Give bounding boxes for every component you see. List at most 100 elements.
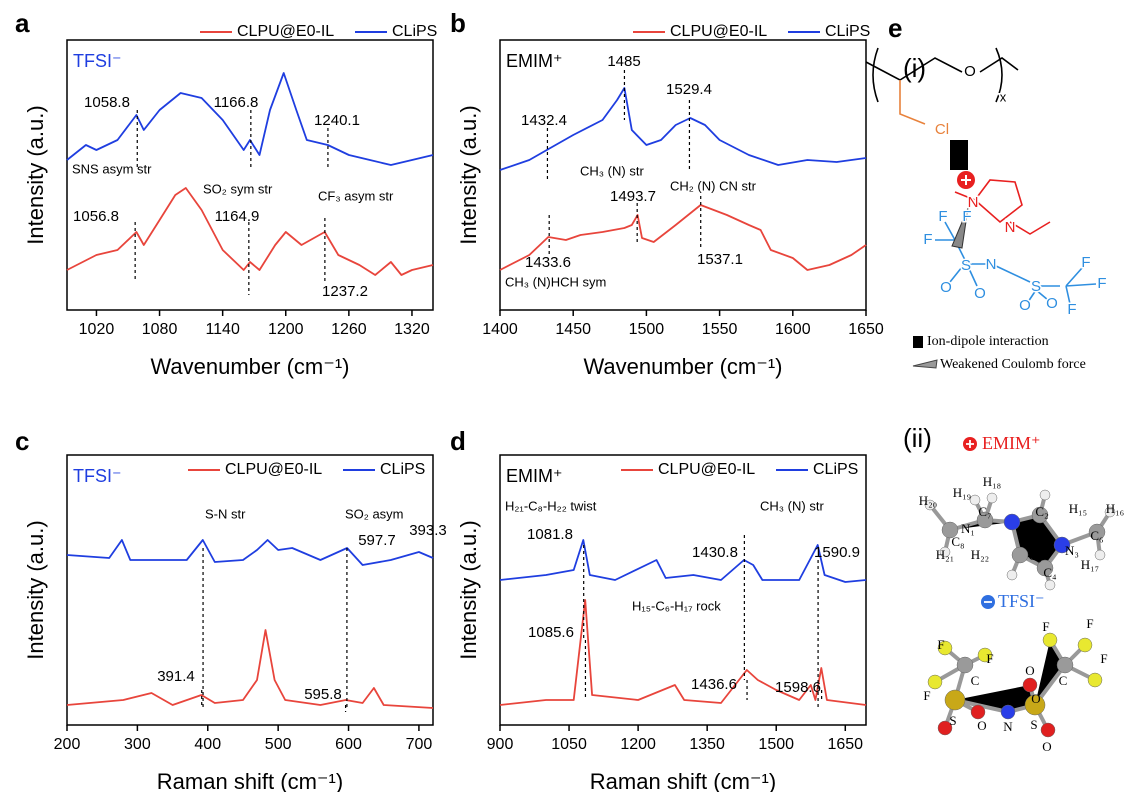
atom-label: F — [986, 651, 993, 666]
atom — [1104, 506, 1116, 518]
x-axis-label: Wavenumber (cm⁻¹) — [583, 354, 782, 379]
peak-label: 1529.4 — [666, 81, 712, 98]
chart-panel: 200 300 400 500 600 700 CLPU@E0-IL CLiPS 393.3 59… — [15, 426, 447, 792]
ion-dipole-marker — [950, 140, 968, 170]
tfsi-model — [934, 638, 1096, 731]
atom-label: F — [1067, 301, 1076, 318]
bonds — [928, 494, 1112, 586]
atom — [986, 492, 998, 504]
panel-label: a — [15, 8, 30, 38]
y-axis-label: Intensity (a.u.) — [456, 520, 481, 659]
legend-label: CLiPS — [380, 461, 425, 478]
peak-label: 1433.6 — [525, 254, 571, 271]
inset-label: EMIM⁺ — [506, 51, 563, 71]
legend-label: CLPU@E0-IL — [670, 23, 767, 40]
atom-label: x — [1000, 89, 1007, 104]
atom-label: S — [949, 713, 956, 728]
y-axis-label: Intensity (a.u.) — [23, 105, 48, 244]
panel-label: c — [15, 426, 29, 456]
x-tick-label: 1650 — [848, 321, 884, 338]
inset-label: TFSI⁻ — [73, 51, 122, 71]
atom — [937, 720, 953, 736]
atom — [1036, 559, 1054, 577]
legend-text: Weakened Coulomb force — [940, 357, 1086, 372]
anion-label: TFSI⁻ — [998, 591, 1045, 611]
panel-label: b — [450, 8, 466, 38]
legend-wedge — [912, 359, 938, 369]
atom-label: H₁₉ — [953, 485, 971, 500]
y-axis-label: Intensity (a.u.) — [23, 520, 48, 659]
assignment-note: H₁₅-C₆-H₁₇ rock — [632, 598, 721, 613]
assignment-note: SO₂ sym str — [203, 181, 273, 196]
spectrum-line — [66, 72, 434, 166]
atom — [1011, 546, 1029, 564]
peak-label: 595.8 — [304, 686, 342, 703]
atom-label: S — [961, 257, 971, 274]
assignment-note: CH₃ (N) str — [760, 498, 824, 513]
atom-label: H₁₆ — [1106, 501, 1124, 516]
inset-label: TFSI⁻ — [73, 466, 122, 486]
backbone — [865, 57, 963, 81]
atom — [1077, 637, 1093, 653]
x-axis-label: Wavenumber (cm⁻¹) — [150, 354, 349, 379]
legend-square — [913, 336, 923, 348]
assignment-note: SNS asym str — [72, 161, 152, 176]
atom — [969, 494, 981, 506]
atom-label: F — [1097, 275, 1106, 292]
spectrum-line — [66, 539, 434, 566]
atom-label: O — [977, 718, 986, 733]
plot-frame — [66, 39, 434, 311]
atom-label: O — [940, 279, 952, 296]
x-tick-label: 1350 — [689, 736, 725, 753]
legend-label: CLiPS — [392, 23, 437, 40]
atom-label: F — [923, 231, 932, 248]
legend-label: CLPU@E0-IL — [237, 23, 334, 40]
peak-label: 1237.2 — [322, 283, 368, 300]
atom-label: F — [923, 688, 930, 703]
atom-label: F — [938, 208, 947, 225]
atom-label: H₁₅ — [1069, 501, 1087, 516]
x-tick-label: 1550 — [702, 321, 738, 338]
peak-label: 1493.7 — [610, 188, 656, 205]
atom-label: O — [1025, 663, 1034, 678]
x-tick-label: 1260 — [331, 321, 367, 338]
peak-label: 391.4 — [157, 668, 195, 685]
atom — [937, 640, 953, 656]
legend-label: CLiPS — [825, 23, 870, 40]
atom — [1087, 672, 1103, 688]
bracket — [872, 47, 879, 103]
x-tick-label: 1400 — [482, 321, 518, 338]
atom — [1031, 506, 1049, 524]
legend-label: CLPU@E0-IL — [658, 461, 755, 478]
coulomb-wedge — [951, 207, 969, 249]
atom-label: C₇ — [978, 504, 991, 519]
x-tick-label: 1500 — [629, 321, 665, 338]
panel-label: e — [888, 13, 902, 43]
emim-atoms — [924, 489, 1116, 591]
atom-label: H₁₈ — [983, 474, 1001, 489]
atom-label: N — [1003, 719, 1013, 734]
peak-label: 1598.6 — [775, 679, 821, 696]
atom-label: C₅ — [1028, 548, 1041, 563]
atom-label: C₈ — [951, 534, 964, 549]
atom — [1024, 694, 1046, 716]
legend-label: CLiPS — [813, 461, 858, 478]
cation-label: EMIM⁺ — [982, 433, 1041, 453]
atom — [924, 499, 936, 511]
atom — [927, 674, 943, 690]
atom — [1094, 549, 1106, 561]
chart-panel: 900 1050 1200 1350 1500 1650 CLPU@E0-IL CLiPS 10… — [450, 426, 867, 792]
atom-label: F — [1086, 616, 1093, 631]
atom — [976, 511, 994, 529]
peak-label: 393.3 — [409, 522, 447, 539]
atom — [1042, 632, 1058, 648]
atom — [1053, 536, 1071, 554]
atom — [1088, 523, 1106, 541]
x-tick-label: 1200 — [620, 736, 656, 753]
atom — [1039, 489, 1051, 501]
x-tick-label: 1050 — [551, 736, 587, 753]
peak-label: 1058.8 — [84, 94, 130, 111]
atom-label: H₂₀ — [919, 493, 937, 508]
